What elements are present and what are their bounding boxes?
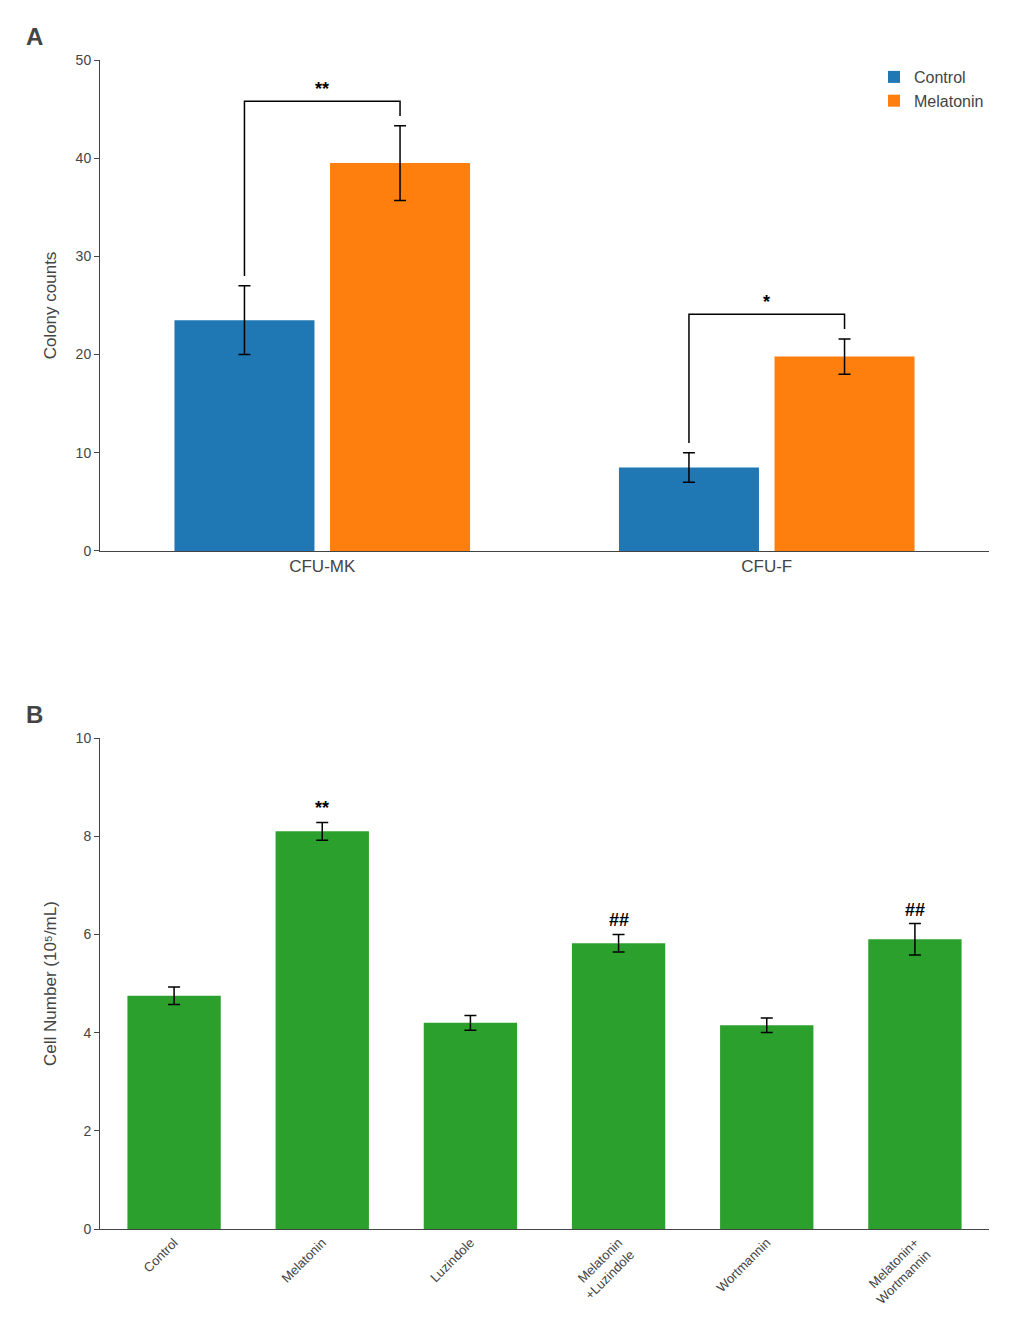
svg-text:10: 10 — [76, 730, 92, 746]
svg-text:Melatonin+Luzindole: Melatonin+Luzindole — [570, 1235, 637, 1302]
svg-text:B: B — [26, 701, 43, 728]
svg-text:CFU-MK: CFU-MK — [289, 557, 356, 576]
svg-text:Control: Control — [141, 1235, 181, 1275]
svg-text:**: ** — [315, 798, 329, 818]
svg-text:8: 8 — [83, 828, 91, 844]
svg-text:Melatonin+Wortmannin: Melatonin+Wortmannin — [862, 1235, 934, 1307]
svg-text:40: 40 — [76, 150, 92, 166]
svg-text:Wortmannin: Wortmannin — [713, 1235, 773, 1295]
svg-text:Colony counts: Colony counts — [41, 252, 60, 360]
svg-text:Control: Control — [914, 69, 966, 86]
svg-text:Melatonin: Melatonin — [278, 1235, 328, 1285]
svg-text:20: 20 — [76, 346, 92, 362]
svg-text:##: ## — [905, 900, 925, 920]
svg-text:Melatonin: Melatonin — [914, 93, 983, 110]
svg-text:0: 0 — [83, 543, 91, 559]
svg-text:Cell Number (10⁵/mL): Cell Number (10⁵/mL) — [41, 901, 60, 1066]
svg-text:##: ## — [609, 910, 629, 930]
svg-text:Luzindole: Luzindole — [427, 1235, 477, 1285]
svg-text:A: A — [26, 23, 43, 50]
svg-text:50: 50 — [76, 52, 92, 68]
svg-text:10: 10 — [76, 445, 92, 461]
svg-text:0: 0 — [83, 1221, 91, 1237]
svg-text:6: 6 — [83, 926, 91, 942]
svg-text:**: ** — [315, 79, 329, 99]
svg-text:4: 4 — [83, 1025, 91, 1041]
svg-text:*: * — [763, 292, 770, 312]
svg-text:2: 2 — [83, 1123, 91, 1139]
svg-text:CFU-F: CFU-F — [741, 557, 792, 576]
svg-text:30: 30 — [76, 248, 92, 264]
